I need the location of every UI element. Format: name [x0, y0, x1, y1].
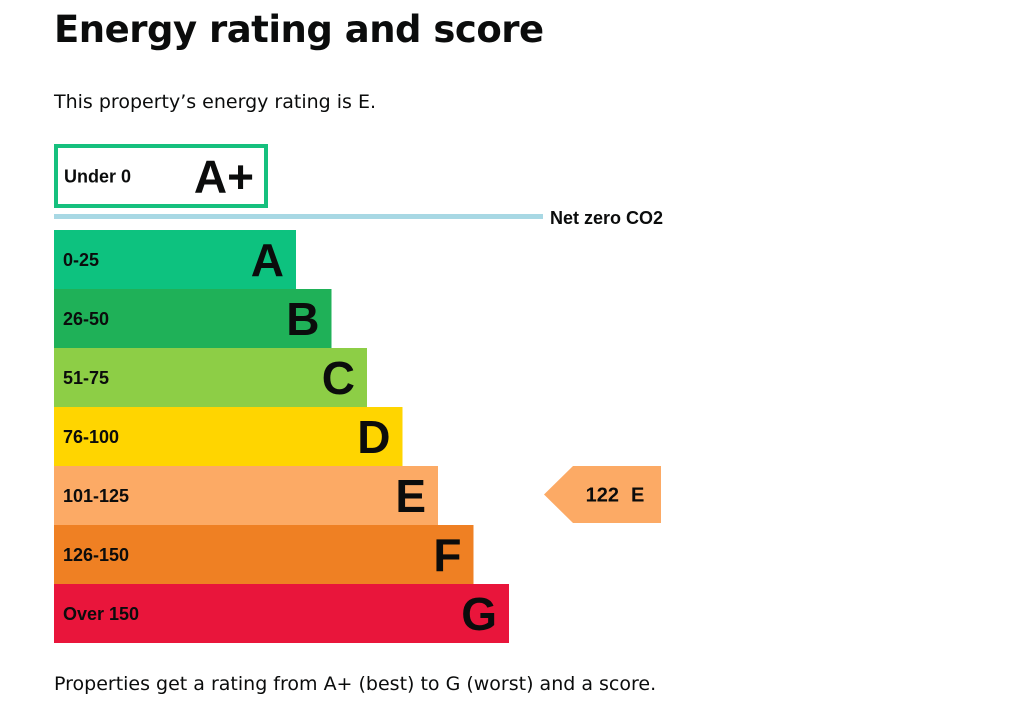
rating-band-a-plus: Under 0 A+ [54, 144, 268, 208]
band-letter: G [461, 588, 497, 640]
rating-bands: Under 0 A+0-25 A26-50 B51-75 C76-100 D101-125… [54, 144, 509, 643]
current-score: 122 [586, 485, 619, 507]
band-letter: F [433, 529, 461, 581]
band-score-range: 0-25 [63, 250, 99, 270]
band-score-range: 76-100 [63, 427, 119, 447]
rating-bar [54, 407, 403, 466]
rating-bar [54, 525, 474, 584]
rating-band-d: 76-100 D [54, 407, 403, 466]
rating-band-e: 101-125 E [54, 466, 438, 525]
band-letter: B [286, 293, 319, 345]
band-score-range: Under 0 [64, 167, 131, 187]
rating-bar [54, 289, 332, 348]
band-letter: A+ [194, 151, 254, 203]
rating-band-a: 0-25 A [54, 230, 296, 289]
rating-bar [54, 466, 438, 525]
rating-explanation: Properties get a rating from A+ (best) t… [54, 673, 657, 695]
rating-bar [54, 584, 509, 643]
net-zero-label: Net zero CO2 [550, 208, 663, 228]
page-title: Energy rating and score [54, 8, 544, 51]
band-letter: D [357, 411, 390, 463]
band-letter: C [322, 352, 355, 404]
current-rating-letter: E [631, 485, 644, 507]
energy-rating-summary: This property’s energy rating is E. [54, 91, 377, 113]
current-rating-indicator: 122 E [544, 466, 661, 523]
rating-bar [54, 144, 268, 208]
rating-bar [54, 230, 296, 289]
band-letter: A [251, 234, 284, 286]
rating-band-g: Over 150 G [54, 584, 509, 643]
rating-bar [54, 348, 367, 407]
band-score-range: Over 150 [63, 604, 139, 624]
rating-band-f: 126-150 F [54, 525, 474, 584]
rating-band-b: 26-50 B [54, 289, 332, 348]
rating-band-c: 51-75 C [54, 348, 367, 407]
net-zero-line-group: Net zero CO2 [54, 208, 663, 228]
band-letter: E [395, 470, 426, 522]
current-rating-arrow [544, 466, 661, 523]
band-score-range: 26-50 [63, 309, 109, 329]
band-score-range: 126-150 [63, 545, 129, 565]
band-score-range: 101-125 [63, 486, 129, 506]
band-score-range: 51-75 [63, 368, 109, 388]
